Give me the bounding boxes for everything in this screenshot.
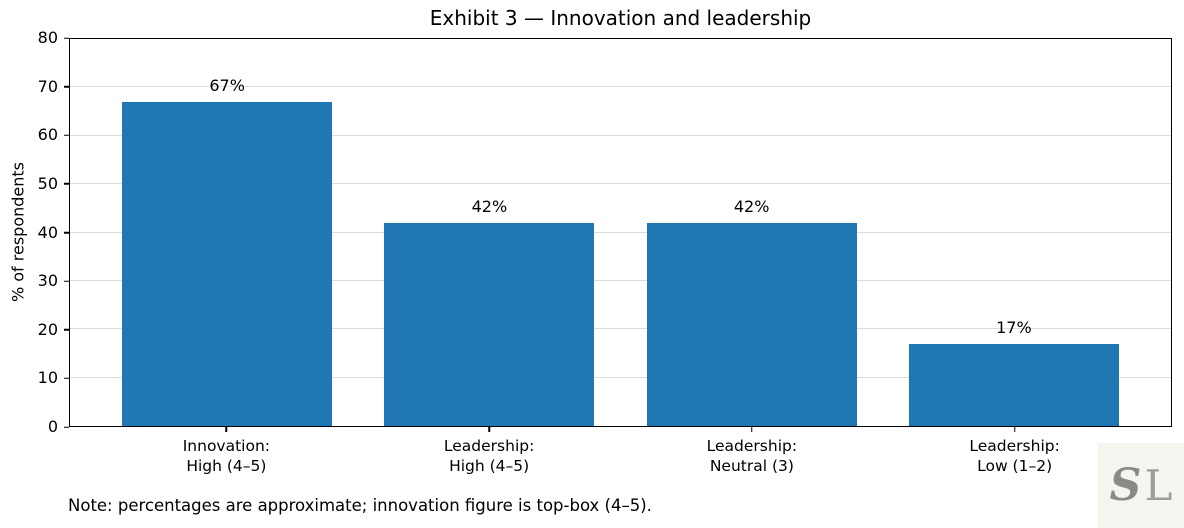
x-label-line1: Innovation: xyxy=(182,437,271,455)
x-label-innovation-high: Innovation: High (4–5) xyxy=(95,427,358,476)
bar-column-leadership-low: 17% xyxy=(883,39,1145,426)
gridline xyxy=(70,86,1171,88)
x-label-line2: High (4–5) xyxy=(449,457,530,475)
y-tick-label: 60 xyxy=(37,125,58,145)
x-label-line2: Low (1–2) xyxy=(977,457,1053,475)
bars-row: 67% 42% 42% 17% xyxy=(70,39,1171,426)
bar-value-label: 17% xyxy=(996,317,1032,337)
bar-value-label: 67% xyxy=(209,75,245,95)
gridline xyxy=(70,134,1171,136)
x-tick-mark xyxy=(1013,427,1016,432)
bar-value-label: 42% xyxy=(733,196,770,216)
x-tick-mark xyxy=(225,427,228,432)
bar-leadership-high: 42% xyxy=(384,197,595,426)
gridline xyxy=(70,376,1171,378)
bar-value-label: 42% xyxy=(471,196,508,216)
plot-area: 67% 42% 42% 17% xyxy=(69,38,1172,427)
x-tick-mark xyxy=(751,427,753,432)
logo-letter-s: S xyxy=(1109,459,1142,511)
bar-column-leadership-neutral: 42% xyxy=(621,39,883,426)
y-axis: 0 10 20 30 40 50 60 70 80 xyxy=(0,30,69,435)
y-tick-mark xyxy=(64,134,69,136)
x-label-line1: Leadership: xyxy=(969,437,1060,455)
y-tick-label: 50 xyxy=(37,173,58,193)
logo-letter-l: L xyxy=(1144,460,1173,510)
chart-title: Exhibit 3 — Innovation and leadership xyxy=(429,6,812,30)
y-tick-label: 0 xyxy=(47,417,58,436)
gridline xyxy=(70,183,1171,185)
x-label-leadership-neutral: Leadership: Neutral (3) xyxy=(621,427,884,476)
x-tick-mark xyxy=(488,427,490,432)
bar-leadership-low: 17% xyxy=(908,318,1119,426)
y-tick-mark xyxy=(64,377,69,380)
y-tick-mark xyxy=(64,85,69,88)
y-tick-mark xyxy=(64,329,69,331)
logo: S L xyxy=(1098,443,1184,528)
y-tick-mark xyxy=(64,231,69,234)
footnote: Note: percentages are approximate; innov… xyxy=(68,496,652,515)
y-tick-mark xyxy=(64,37,69,39)
y-tick-label: 10 xyxy=(37,368,58,388)
x-label-line1: Leadership: xyxy=(443,437,535,455)
x-label-line1: Leadership: xyxy=(706,437,798,455)
y-tick-mark xyxy=(64,183,69,185)
bar-column-leadership-high: 42% xyxy=(358,39,620,426)
x-axis-labels: Innovation: High (4–5) Leadership: High … xyxy=(69,427,1172,476)
x-label-line2: High (4–5) xyxy=(186,457,267,475)
y-tick-mark xyxy=(64,280,69,282)
gridline xyxy=(70,231,1171,233)
y-tick-mark xyxy=(64,426,69,428)
gridline xyxy=(70,279,1171,281)
x-label-leadership-high: Leadership: High (4–5) xyxy=(358,427,621,476)
y-tick-label: 20 xyxy=(37,319,58,339)
x-label-line2: Neutral (3) xyxy=(709,457,794,475)
y-axis-title: % of respondents xyxy=(8,161,28,303)
y-tick-label: 40 xyxy=(37,222,58,242)
bar-column-innovation-high: 67% xyxy=(96,39,358,426)
y-tick-label: 70 xyxy=(37,76,58,96)
y-tick-label: 30 xyxy=(37,271,58,291)
x-label-leadership-low: Leadership: Low (1–2) xyxy=(883,427,1146,476)
bar-leadership-neutral: 42% xyxy=(646,197,857,426)
gridline xyxy=(70,328,1171,330)
y-tick-label: 80 xyxy=(37,28,58,47)
bar-innovation-high: 67% xyxy=(122,76,333,426)
